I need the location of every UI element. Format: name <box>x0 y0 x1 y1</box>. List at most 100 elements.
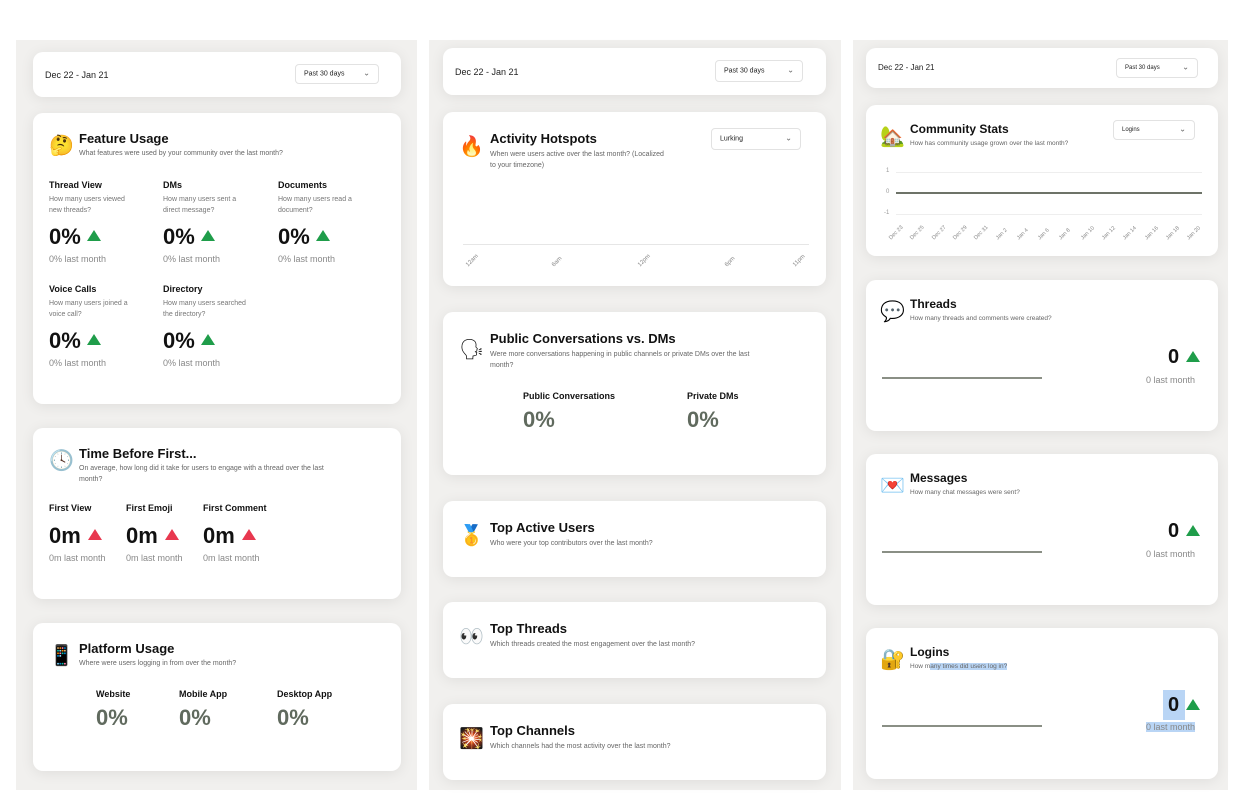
threads-last-month: 0 last month <box>1146 375 1196 385</box>
activity-type-select[interactable]: Lurking ⌄ <box>711 128 801 150</box>
card-subtitle: When were users active over the last mon… <box>490 151 664 158</box>
x-tick-label: Dec 23 <box>888 224 905 242</box>
metric-last-month: 0m last month <box>49 553 106 563</box>
chevron-down-icon: ⌄ <box>785 133 792 143</box>
metric-last-month: 0% last month <box>163 358 221 368</box>
x-tick-label: 6pm <box>724 255 737 269</box>
metric-last-month: 0% last month <box>163 254 221 264</box>
clock-icon: 🕓 <box>49 448 74 472</box>
x-tick-label: Jan 2 <box>994 227 1009 242</box>
card-subtitle: How many times did users log in? <box>910 661 1008 672</box>
metric-desc: voice call? <box>49 311 82 318</box>
metric-desc: How many users sent a <box>163 196 237 203</box>
trend-up-icon <box>87 334 101 345</box>
trend-up-icon <box>1186 699 1200 710</box>
x-tick-label: 6am <box>551 255 564 269</box>
selected-text: any times did users log in? <box>930 663 1008 670</box>
date-range-label: Dec 22 - Jan 21 <box>878 63 935 72</box>
card-subtitle: What features were used by your communit… <box>79 150 283 157</box>
date-range-card: Dec 22 - Jan 21 Past 30 days ⌄ <box>866 48 1218 88</box>
y-tick-label: 0 <box>886 189 890 195</box>
metric-label: DMs <box>163 180 183 190</box>
card-subtitle: Were more conversations happening in pub… <box>490 351 750 358</box>
metric-desc: document? <box>278 207 313 214</box>
period-select-value: Past 30 days <box>724 67 765 75</box>
metric-desc: How many users read a <box>278 196 352 203</box>
x-tick-label: Dec 27 <box>930 224 948 242</box>
card-title: Top Active Users <box>490 520 595 535</box>
card-title: Threads <box>910 297 957 311</box>
metric-last-month: 0m last month <box>203 553 260 563</box>
platform-usage-card: 📱 Platform Usage Where were users loggin… <box>33 623 401 771</box>
medal-icon: 🥇 <box>459 523 484 547</box>
period-select[interactable]: Past 30 days ⌄ <box>295 64 379 84</box>
metric-desc: the directory? <box>163 311 206 318</box>
sparkline <box>882 725 1042 727</box>
period-select[interactable]: Past 30 days ⌄ <box>715 60 803 82</box>
metric-label: Thread View <box>49 180 102 190</box>
messages-card: 💌 Messages How many chat messages were s… <box>866 454 1218 605</box>
card-title: Top Channels <box>490 723 575 738</box>
x-tick-label: Jan 4 <box>1015 227 1030 242</box>
trend-up-red-icon <box>88 529 102 540</box>
trend-up-icon <box>87 230 101 241</box>
metric-desc: How many users searched <box>163 300 246 307</box>
date-range-card: Dec 22 - Jan 21 Past 30 days ⌄ <box>33 52 401 97</box>
metric-value: 0% <box>179 705 211 730</box>
x-tick-label: Jan 12 <box>1101 225 1117 242</box>
threads-value: 0 <box>1168 346 1180 368</box>
metric-value: 0m <box>126 523 158 548</box>
chevron-down-icon: ⌄ <box>1179 124 1186 134</box>
x-tick-label: Jan 10 <box>1079 225 1096 242</box>
card-title: Logins <box>910 645 950 659</box>
metric-value: 0% <box>687 407 719 432</box>
top-channels-card[interactable]: 🎇 Top Channels Which channels had the mo… <box>443 704 826 780</box>
card-title: Time Before First... <box>79 446 197 461</box>
y-tick-label: -1 <box>884 210 890 216</box>
metric-last-month: 0m last month <box>126 553 183 563</box>
left-column: Dec 22 - Jan 21 Past 30 days ⌄ 🤔 Feature… <box>16 40 417 790</box>
date-range-card: Dec 22 - Jan 21 Past 30 days ⌄ <box>443 48 826 95</box>
logins-value: 0 <box>1168 694 1180 716</box>
trend-up-icon <box>1186 351 1200 362</box>
x-tick-label: Dec 25 <box>909 224 926 242</box>
messages-last-month: 0 last month <box>1146 549 1196 559</box>
thinking-face-icon: 🤔 <box>49 133 74 157</box>
date-range-label: Dec 22 - Jan 21 <box>45 70 109 80</box>
sparkline <box>882 377 1042 379</box>
stat-type-select[interactable]: Logins ⌄ <box>1113 120 1195 140</box>
x-tick-label: Dec 31 <box>973 224 990 242</box>
activity-hotspots-card: 🔥 Activity Hotspots When were users acti… <box>443 112 826 286</box>
community-stats-card: 🏡 Community Stats How has community usag… <box>866 105 1218 256</box>
card-subtitle: On average, how long did it take for use… <box>79 465 324 472</box>
metric-last-month: 0% last month <box>278 254 336 264</box>
top-active-users-card[interactable]: 🥇 Top Active Users Who were your top con… <box>443 501 826 577</box>
metric-value: 0% <box>523 407 555 432</box>
series-line <box>896 192 1202 194</box>
trend-up-red-icon <box>242 529 256 540</box>
metric-last-month: 0% last month <box>49 358 107 368</box>
trend-up-red-icon <box>165 529 179 540</box>
top-threads-card[interactable]: 👀 Top Threads Which threads created the … <box>443 602 826 678</box>
threads-card: 💬 Threads How many threads and comments … <box>866 280 1218 431</box>
metric-label: First Emoji <box>126 503 173 513</box>
speaking-head-icon: 🗣 <box>459 337 485 361</box>
public-vs-dms-card: 🗣 Public Conversations vs. DMs Were more… <box>443 312 826 475</box>
metric-label: First View <box>49 503 92 513</box>
mobile-phone-icon: 📱 <box>49 643 74 667</box>
x-tick-label: 12pm <box>637 253 652 269</box>
fire-icon: 🔥 <box>459 134 484 158</box>
x-tick-label: 11pm <box>792 253 807 269</box>
card-subtitle: to your timezone) <box>490 162 545 169</box>
period-select[interactable]: Past 30 days ⌄ <box>1116 58 1198 78</box>
metric-label: Documents <box>278 180 328 190</box>
metric-last-month: 0% last month <box>49 254 107 264</box>
x-tick-label: Jan 14 <box>1122 225 1139 242</box>
metric-value: 0% <box>278 224 310 249</box>
house-icon: 🏡 <box>880 124 905 148</box>
metric-value: 0m <box>203 523 235 548</box>
card-title: Messages <box>910 471 968 485</box>
fireworks-icon: 🎇 <box>459 726 484 750</box>
metric-desc: new threads? <box>49 207 92 214</box>
messages-value: 0 <box>1168 520 1180 542</box>
